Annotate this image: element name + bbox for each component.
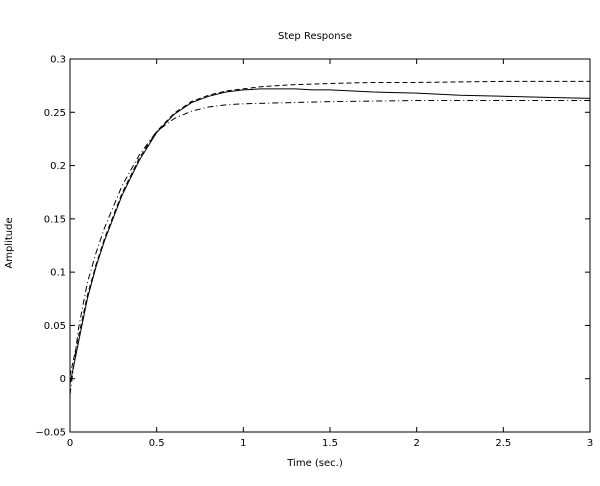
x-tick-label: 0 (67, 438, 73, 449)
y-tick-label: 0 (60, 374, 66, 385)
chart-title: Step Response (278, 31, 352, 42)
y-tick-label: −0.05 (35, 428, 66, 439)
x-tick-label: 1 (240, 438, 246, 449)
y-tick-label: 0.2 (50, 161, 66, 172)
x-tick-label: 3 (587, 438, 593, 449)
x-tick-label: 2 (413, 438, 419, 449)
axes-box (69, 58, 591, 433)
series-layer (69, 80, 591, 395)
y-tick-label: 0.15 (44, 214, 66, 225)
y-axis-label: Amplitude (4, 217, 15, 268)
y-tick-label: 0.05 (44, 321, 66, 332)
x-tick-label: 1.5 (322, 438, 338, 449)
x-tick-label: 0.5 (149, 438, 165, 449)
y-tick-label: 0.25 (44, 108, 66, 119)
series-line-solid (69, 88, 591, 385)
y-tick-label: 0.3 (50, 55, 66, 66)
x-axis-label: Time (sec.) (286, 458, 343, 469)
y-tick-label: 0.1 (50, 268, 66, 279)
series-line-dashdot (69, 100, 590, 395)
series-line-dashed (69, 80, 590, 376)
x-tick-label: 2.5 (495, 438, 511, 449)
